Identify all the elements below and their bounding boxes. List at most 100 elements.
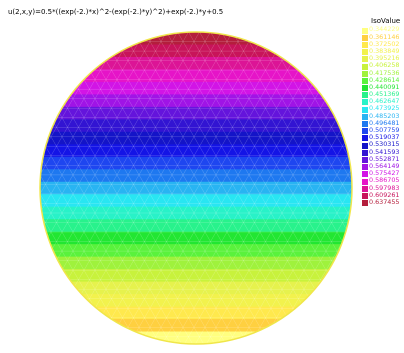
legend-swatch [362,85,368,92]
legend-item: 0.575427 [361,169,404,178]
contour-band [40,94,352,108]
legend-swatch [362,192,368,199]
legend-value: 0.417536 [369,68,400,77]
legend-rows: 0.344229 0.361146 0.372502 0.383849 0.395216… [361,25,404,207]
disk-boundary [39,31,353,345]
legend-item: 0.462647 [361,98,404,106]
legend-title: IsoValue [371,17,401,25]
legend-item: 0.440091 [361,82,404,92]
legend-item: 0.637455 [361,197,404,207]
legend-value: 0.428614 [369,75,400,84]
legend-item: 0.417536 [361,68,404,77]
legend-swatch [362,41,368,48]
legend-value: 0.485203 [369,111,400,120]
legend-item: 0.564149 [361,161,404,171]
legend-item: 0.473925 [361,104,404,113]
legend-item: 0.507759 [361,126,404,135]
legend-value: 0.372502 [369,39,400,48]
contour-band [40,194,352,208]
contour-band [40,56,352,71]
contour-band [40,206,352,220]
legend-item: 0.485203 [361,111,404,120]
contour-band [40,231,352,245]
legend-swatch [362,178,368,185]
contour-band [40,144,352,158]
legend-value: 0.473925 [369,104,400,113]
plot-title: u(2,x,y)=0.5*((exp(-2.)*x)^2-(exp(-2.)*y… [8,8,224,16]
contour-band [40,169,352,183]
legend-item: 0.552871 [361,155,404,163]
legend-swatch [362,70,368,77]
contour-band [40,269,352,283]
legend-value: 0.440091 [369,82,400,91]
legend-value: 0.395216 [369,54,400,63]
legend-item: 0.541593 [361,147,404,156]
legend-value: 0.609261 [369,190,400,199]
contour-band [40,219,352,233]
legend-item: 0.383849 [361,46,404,56]
legend-value: 0.564149 [369,161,400,170]
legend-swatch [362,128,368,135]
legend-swatch [362,164,368,171]
legend-swatch [362,149,368,156]
legend-value: 0.451369 [369,90,400,99]
legend-swatch [362,34,368,41]
legend-swatch [362,142,368,149]
contour-band [40,81,352,95]
legend-value: 0.637455 [369,197,400,206]
legend-item: 0.451369 [361,90,404,99]
legend-value: 0.597983 [369,183,400,192]
legend-item: 0.496481 [361,118,404,128]
legend-value: 0.586705 [369,176,400,185]
legend-value: 0.383849 [369,46,400,55]
legend-value: 0.344229 [369,25,400,34]
legend-swatch [362,156,368,163]
contour-band [40,281,352,295]
legend-item: 0.372502 [361,39,404,48]
legend-swatch [362,135,368,142]
contour-band [40,244,352,258]
contour-band [40,181,352,195]
contour-band [40,69,352,83]
legend-swatch [362,185,368,192]
legend-item: 0.530315 [361,140,404,149]
legend-swatch [362,121,368,128]
legend-item: 0.609261 [361,190,404,199]
legend-value: 0.530315 [369,140,400,149]
legend-value: 0.406258 [369,61,400,70]
contour-band [40,131,352,145]
contour-band [40,256,352,270]
legend-swatch [362,56,368,63]
legend-item: 0.428614 [361,75,404,84]
legend-value: 0.519037 [369,133,400,142]
legend-value: 0.507759 [369,126,400,135]
legend-value: 0.541593 [369,147,400,156]
legend-swatch [362,171,368,178]
legend-value: 0.575427 [369,169,400,178]
contour-band [40,319,352,333]
legend-swatch [362,113,368,120]
legend-swatch [362,77,368,84]
legend-item: 0.406258 [361,61,404,70]
legend-swatch [362,49,368,56]
contour-band [40,294,352,308]
contour-band [40,119,352,133]
contour-band [40,306,352,320]
legend-swatch [362,92,368,99]
legend-swatch [362,106,368,113]
legend-value: 0.496481 [369,118,400,127]
legend: IsoValue 0.344229 0.361146 0.372502 0.38384… [361,17,404,207]
legend-item: 0.597983 [361,183,404,192]
legend-swatch [362,27,368,34]
legend-swatch [362,63,368,70]
legend-item: 0.395216 [361,54,404,63]
legend-item: 0.344229 [361,25,404,34]
contour-band [40,156,352,170]
legend-swatch [362,99,368,106]
legend-item: 0.586705 [361,176,404,185]
legend-item: 0.361146 [361,33,404,41]
contour-band [40,106,352,120]
legend-swatch [362,200,368,207]
legend-item: 0.519037 [361,133,404,142]
